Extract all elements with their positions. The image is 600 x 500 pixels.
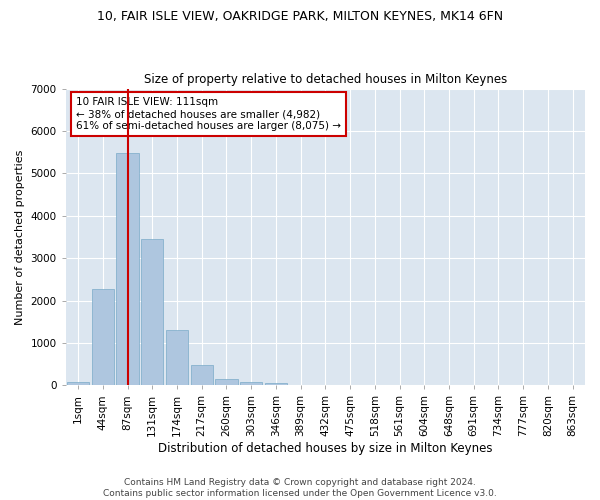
Title: Size of property relative to detached houses in Milton Keynes: Size of property relative to detached ho… <box>144 73 507 86</box>
Bar <box>265 383 287 386</box>
Y-axis label: Number of detached properties: Number of detached properties <box>15 149 25 324</box>
Text: 10 FAIR ISLE VIEW: 111sqm
← 38% of detached houses are smaller (4,982)
61% of se: 10 FAIR ISLE VIEW: 111sqm ← 38% of detac… <box>76 98 341 130</box>
Bar <box>215 378 238 386</box>
Bar <box>191 366 213 386</box>
Bar <box>240 382 262 386</box>
Text: 10, FAIR ISLE VIEW, OAKRIDGE PARK, MILTON KEYNES, MK14 6FN: 10, FAIR ISLE VIEW, OAKRIDGE PARK, MILTO… <box>97 10 503 23</box>
Bar <box>166 330 188 386</box>
Text: Contains HM Land Registry data © Crown copyright and database right 2024.
Contai: Contains HM Land Registry data © Crown c… <box>103 478 497 498</box>
Bar <box>92 288 114 386</box>
Bar <box>116 153 139 386</box>
Bar <box>67 382 89 386</box>
Bar <box>141 240 163 386</box>
X-axis label: Distribution of detached houses by size in Milton Keynes: Distribution of detached houses by size … <box>158 442 493 455</box>
